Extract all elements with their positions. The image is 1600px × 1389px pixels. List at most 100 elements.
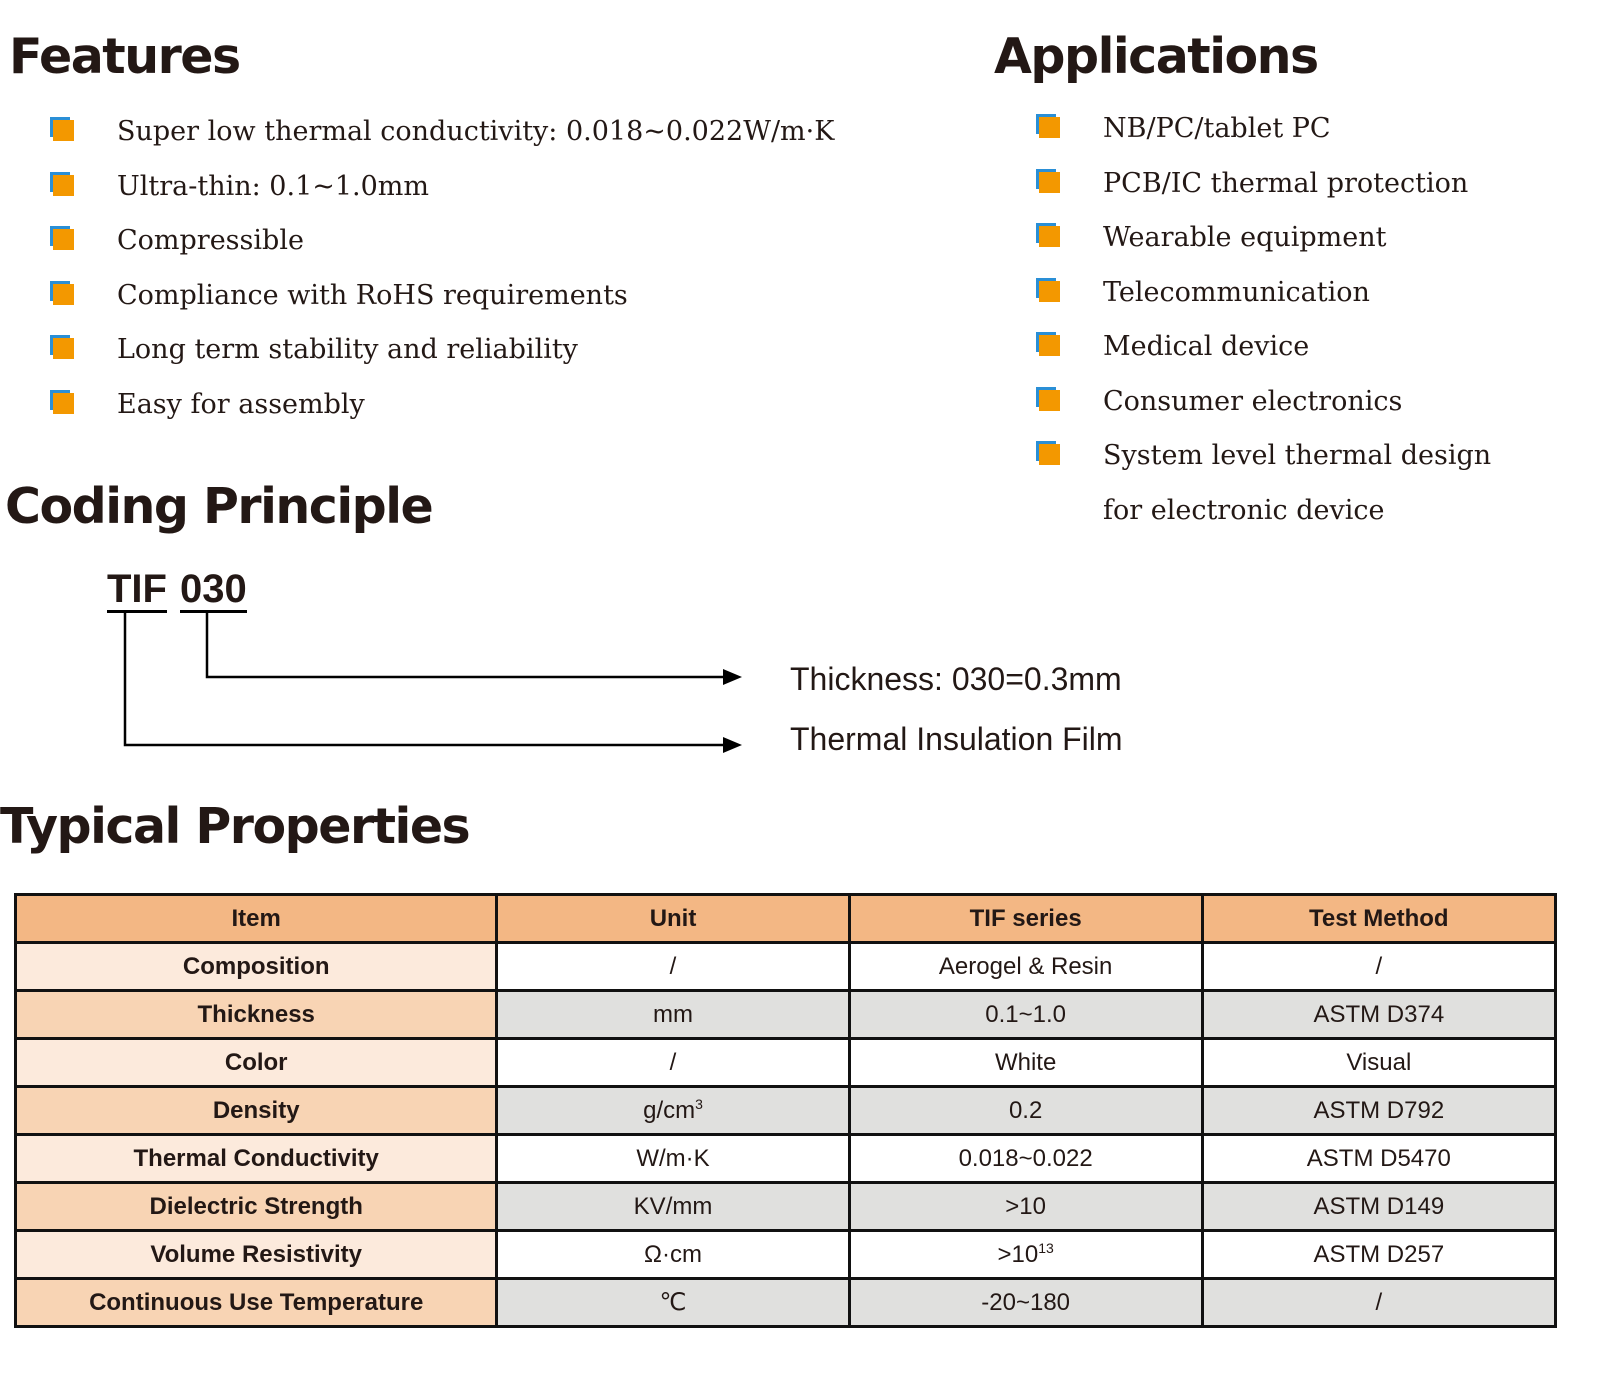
item-text: Super low thermal conductivity: 0.018~0.…	[117, 116, 835, 147]
list-item: Easy for assembly	[50, 388, 834, 445]
item-cell: Color	[13, 1037, 499, 1088]
type-description: Thermal Insulation Film	[790, 721, 1123, 757]
bullet-icon	[1036, 223, 1060, 247]
bullet-icon	[50, 117, 74, 141]
table-row: Color / White Visual	[13, 1037, 1558, 1088]
method-cell: ASTM D792	[1200, 1085, 1558, 1136]
item-text: PCB/IC thermal protection	[1103, 167, 1469, 199]
bullet-icon	[50, 280, 74, 305]
unit-cell: mm	[495, 989, 851, 1040]
applications-title: Applications	[994, 28, 1319, 85]
value-cell: White	[847, 1037, 1204, 1088]
bullet-icon	[1036, 441, 1060, 465]
item-text: Medical device	[1103, 331, 1310, 362]
properties-table: Item Unit TIF series Test Method Compositio…	[13, 893, 1558, 1328]
list-item: Medical device	[1036, 332, 1523, 387]
value-cell: >1013	[847, 1229, 1204, 1280]
unit-text: /	[669, 1048, 677, 1076]
value-cell: -20~180	[847, 1277, 1204, 1328]
value-text: 0.1~1.0	[985, 1000, 1067, 1028]
list-item: Compressible	[50, 226, 834, 281]
item-cell: Density	[13, 1085, 499, 1136]
value-text: White	[994, 1048, 1057, 1076]
unit-cell: /	[495, 941, 851, 992]
method-cell: /	[1200, 941, 1558, 992]
item-text: Ultra-thin: 0.1~1.0mm	[117, 170, 430, 202]
method-cell: ASTM D257	[1200, 1229, 1558, 1280]
value-text: 0.2	[1008, 1096, 1043, 1124]
list-item: Super low thermal conductivity: 0.018~0.…	[50, 117, 834, 172]
item-cell: Dielectric Strength	[13, 1181, 499, 1232]
bullet-icon	[50, 226, 74, 250]
item-cell: Thermal Conductivity	[13, 1133, 499, 1184]
unit-cell: /	[495, 1037, 851, 1088]
method-cell: ASTM D374	[1200, 989, 1558, 1040]
unit-sup: 3	[695, 1096, 703, 1112]
bullet-icon	[1036, 114, 1060, 138]
list-item: PCB/IC thermal protection	[1036, 167, 1523, 224]
table-row: Thickness mm 0.1~1.0 ASTM D374	[13, 989, 1558, 1040]
column-header: Test Method	[1200, 893, 1558, 944]
item-cell: Thickness	[13, 989, 499, 1040]
table-row: Composition / Aerogel & Resin /	[13, 941, 1558, 992]
item-text: Consumer electronics	[1103, 385, 1403, 417]
thickness-description: Thickness: 030=0.3mm	[790, 661, 1122, 697]
list-item: Ultra-thin: 0.1~1.0mm	[50, 170, 834, 227]
unit-text: g/cm	[643, 1097, 696, 1124]
table-row: Dielectric Strength KV/mm >10 ASTM D149	[13, 1181, 1558, 1232]
item-text: NB/PC/tablet PC	[1103, 113, 1331, 144]
list-item: Telecommunication	[1036, 276, 1523, 333]
coding-title: Coding Principle	[5, 478, 434, 535]
unit-text: Ω·cm	[644, 1240, 702, 1268]
unit-cell: g/cm3	[495, 1085, 851, 1136]
bullet-icon	[50, 389, 74, 414]
unit-cell: ℃	[495, 1277, 851, 1328]
table-row: Thermal Conductivity W/m·K 0.018~0.022 ASTM…	[13, 1133, 1558, 1184]
applications-list: NB/PC/tablet PC PCB/IC thermal protection…	[1036, 114, 1523, 538]
column-header: Unit	[495, 893, 851, 944]
list-item: System level thermal design for electron…	[1036, 429, 1523, 538]
table-row: Continuous Use Temperature ℃ -20~180 /	[13, 1277, 1558, 1328]
code-thickness: 030	[180, 567, 247, 613]
list-item: Wearable equipment	[1036, 223, 1523, 278]
item-text: Wearable equipment	[1103, 222, 1387, 253]
list-item: NB/PC/tablet PC	[1036, 114, 1523, 169]
bullet-icon	[50, 335, 74, 359]
unit-text: KV/mm	[633, 1192, 713, 1220]
code-series: TIF	[107, 567, 167, 613]
item-cell: Composition	[13, 941, 499, 992]
list-item: Consumer electronics	[1036, 385, 1523, 442]
column-header: Item	[13, 893, 499, 944]
item-text: Compliance with RoHS requirements	[117, 279, 628, 311]
method-cell: ASTM D149	[1200, 1181, 1558, 1232]
unit-text: /	[669, 952, 677, 980]
features-list: Super low thermal conductivity: 0.018~0.…	[50, 117, 834, 444]
unit-cell: W/m·K	[495, 1133, 851, 1184]
value-cell: 0.1~1.0	[847, 989, 1204, 1040]
item-cell: Volume Resistivity	[13, 1229, 499, 1280]
item-text: Telecommunication	[1103, 276, 1370, 308]
column-header: TIF series	[847, 893, 1204, 944]
unit-text: W/m·K	[636, 1144, 710, 1172]
value-text: Aerogel & Resin	[938, 952, 1113, 980]
item-text: Long term stability and reliability	[117, 334, 578, 365]
item-text: Easy for assembly	[117, 388, 365, 420]
value-text: >10	[1005, 1192, 1046, 1220]
value-cell: >10	[847, 1181, 1204, 1232]
value-text: >10	[997, 1241, 1039, 1268]
list-item: Long term stability and reliability	[50, 335, 834, 390]
item-text: System level thermal design for electron…	[1103, 440, 1492, 526]
bullet-icon	[50, 171, 74, 196]
item-cell: Continuous Use Temperature	[13, 1277, 499, 1328]
bullet-icon	[1036, 168, 1060, 193]
value-text: -20~180	[981, 1288, 1071, 1316]
item-text: Compressible	[117, 225, 304, 256]
coding-arrows	[123, 612, 742, 753]
method-cell: /	[1200, 1277, 1558, 1328]
value-cell: 0.018~0.022	[847, 1133, 1204, 1184]
value-text: 0.018~0.022	[958, 1144, 1093, 1172]
value-cell: 0.2	[847, 1085, 1204, 1136]
value-sup: 13	[1038, 1240, 1054, 1256]
properties-title: Typical Properties	[0, 798, 471, 855]
method-cell: Visual	[1200, 1037, 1558, 1088]
